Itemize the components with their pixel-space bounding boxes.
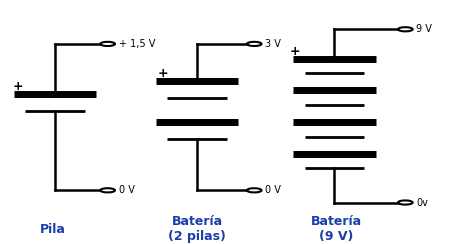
Text: +: +	[13, 80, 24, 93]
Text: 9 V: 9 V	[416, 24, 432, 34]
Text: +: +	[290, 45, 301, 58]
Text: Pila: Pila	[40, 223, 65, 236]
Text: 3 V: 3 V	[265, 39, 281, 49]
Text: 0v: 0v	[416, 198, 428, 207]
Text: Batería
(9 V): Batería (9 V)	[311, 215, 362, 243]
Text: 0 V: 0 V	[265, 185, 281, 195]
Text: +: +	[157, 67, 168, 80]
Text: Batería
(2 pilas): Batería (2 pilas)	[168, 215, 226, 243]
Text: + 1,5 V: + 1,5 V	[119, 39, 155, 49]
Text: 0 V: 0 V	[119, 185, 135, 195]
